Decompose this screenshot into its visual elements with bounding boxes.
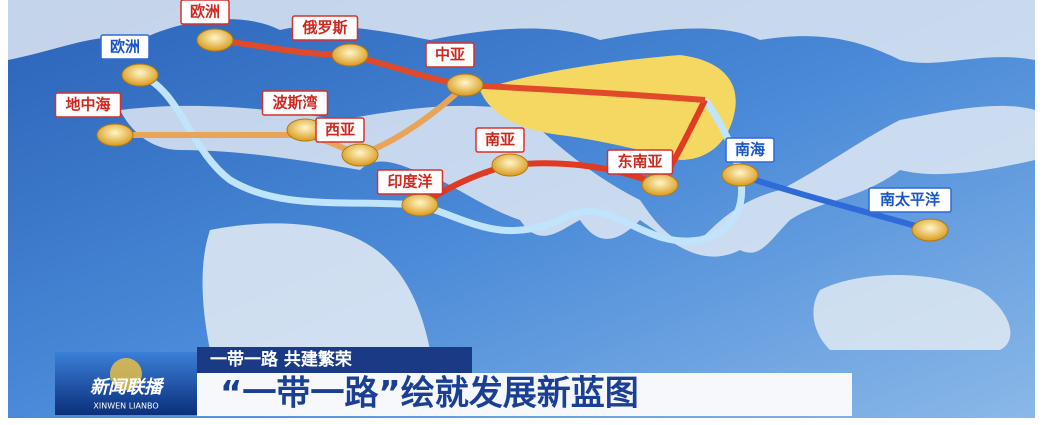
node-label-box: [54, 92, 122, 118]
node-label: 俄罗斯: [301, 19, 347, 37]
node: [911, 218, 949, 242]
node-label: 波斯湾: [272, 94, 317, 112]
node: [491, 153, 529, 177]
node-label: 印度洋: [387, 173, 432, 191]
node: [721, 163, 759, 187]
logo-globe: [110, 358, 142, 390]
title: “一带一路”绘就发展新蓝图: [220, 374, 639, 414]
sea-route: [138, 71, 746, 245]
land-north: [8, 0, 1035, 63]
node: [121, 63, 159, 87]
node: [446, 73, 484, 97]
node-label-box: [475, 127, 525, 153]
land-asia: [120, 105, 1035, 257]
node-label-box: [315, 117, 365, 143]
maritime-route: [418, 98, 708, 208]
sea-route-pacific: [739, 172, 931, 233]
node-label: 中亚: [435, 46, 465, 64]
node-label: 东南亚: [617, 153, 662, 171]
node: [641, 173, 679, 197]
node-label-box: [180, 0, 230, 25]
node: [401, 193, 439, 217]
logo-text: 新闻联播: [90, 377, 165, 398]
title-bar: [197, 373, 852, 416]
node: [96, 123, 134, 147]
node-label-box: [606, 149, 674, 175]
node-label: 地中海: [65, 96, 110, 114]
node-label: 西亚: [325, 121, 355, 139]
subtitle: 一带一路 共建繁荣: [210, 349, 352, 370]
node-label-box: [376, 169, 444, 195]
node-label-box: [868, 187, 952, 213]
node: [196, 28, 234, 52]
node-label-box: [425, 42, 475, 68]
node: [331, 43, 369, 67]
node-label-box: [725, 137, 775, 163]
logo-subtext: XINWEN LIANBO: [93, 402, 158, 411]
node-label-box: [291, 15, 359, 41]
china: [480, 55, 736, 160]
node-label: 南太平洋: [880, 191, 940, 209]
subtitle-bar: [197, 347, 472, 373]
land-route-north: [214, 37, 706, 103]
node-label: 欧洲: [110, 38, 140, 56]
node-label: 南亚: [485, 131, 515, 149]
land-africa: [202, 223, 430, 350]
node: [341, 143, 379, 167]
banner: 新闻联播 XINWEN LIANBO 一带一路 共建繁荣 “一带一路”绘就发展新…: [55, 347, 852, 416]
node-label: 欧洲: [190, 3, 220, 21]
node-label-box: [100, 34, 150, 60]
node-label-box: [261, 90, 329, 116]
node-label: 南海: [735, 141, 765, 159]
land-australia: [813, 275, 1011, 350]
